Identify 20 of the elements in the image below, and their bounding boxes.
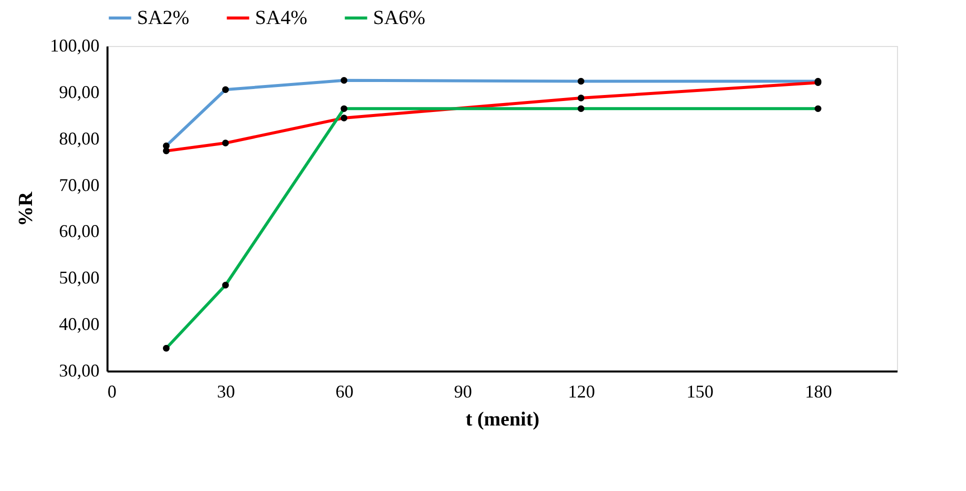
- y-tick-label: 70,00: [59, 174, 100, 195]
- y-tick-label: 90,00: [59, 82, 100, 102]
- y-tick-label: 80,00: [59, 128, 100, 148]
- legend-label: SA2%: [137, 7, 190, 29]
- y-tick-label: 100,00: [50, 36, 100, 56]
- x-tick-label: 30: [217, 382, 235, 402]
- x-tick-label: 120: [568, 382, 595, 402]
- x-tick-label: 90: [454, 382, 472, 402]
- x-tick-label: 60: [336, 382, 354, 402]
- y-tick-label: 60,00: [59, 221, 100, 242]
- x-axis-title: t (menit): [466, 408, 540, 430]
- x-tick-label: 150: [686, 382, 714, 402]
- legend-label: SA6%: [373, 7, 426, 29]
- y-tick-label: 50,00: [59, 268, 100, 288]
- x-tick-label: 180: [805, 382, 832, 402]
- y-tick-label: 30,00: [59, 360, 100, 380]
- y-tick-label: 40,00: [59, 314, 100, 334]
- legend-label: SA4%: [255, 7, 308, 29]
- y-axis-title: %R: [15, 191, 37, 226]
- x-tick-label: 0: [108, 382, 116, 402]
